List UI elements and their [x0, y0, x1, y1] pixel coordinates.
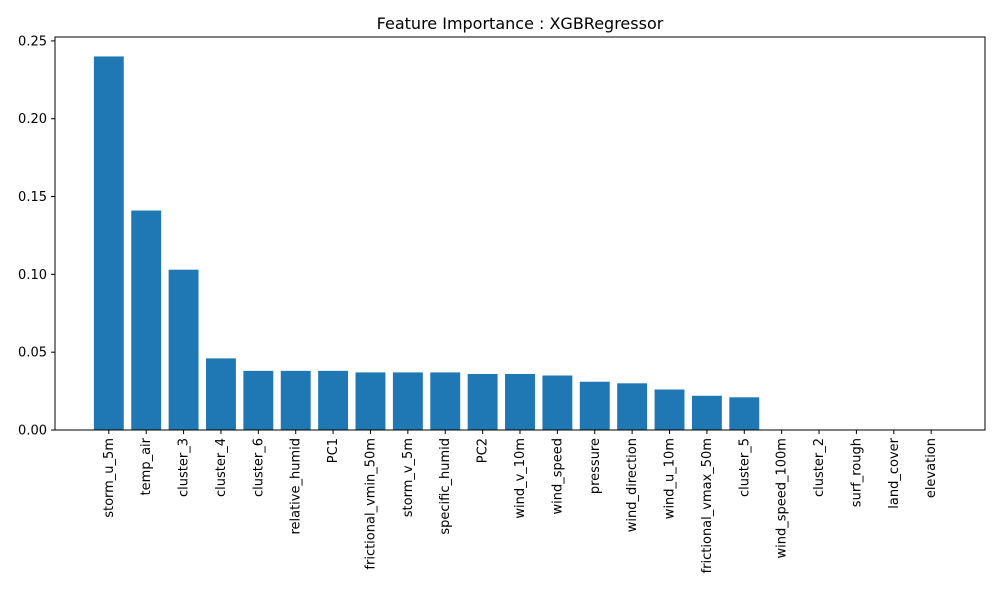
x-tick-label: temp_air	[139, 437, 154, 495]
y-tick-label: 0.15	[18, 190, 47, 205]
bar-cluster_6	[243, 370, 274, 430]
y-tick-labels: 0.00 0.05 0.10 0.15 0.20 0.25	[18, 34, 55, 439]
bar-cluster_5	[729, 397, 760, 430]
bar-frictional_vmax_50m	[691, 395, 722, 430]
x-tick-label: relative_humid	[289, 438, 304, 535]
x-tick-label: cluster_4	[214, 438, 229, 497]
x-tick-label: cluster_6	[251, 438, 266, 497]
x-tick-label: specific_humid	[438, 438, 453, 535]
x-tick-label: wind_speed	[550, 438, 565, 515]
x-tick-label: surf_rough	[849, 438, 864, 507]
x-tick-label: cluster_5	[737, 438, 752, 497]
bar-PC1	[318, 370, 349, 430]
x-tick-label: cluster_2	[812, 438, 827, 497]
x-tick-label: frictional_vmin_50m	[363, 438, 378, 570]
x-tick-label: land_cover	[887, 437, 902, 508]
x-tick-label: PC2	[476, 438, 491, 463]
bar-wind_speed	[542, 375, 573, 430]
x-tick-label: storm_v_5m	[401, 438, 416, 517]
x-tick-label: PC1	[326, 438, 341, 463]
bar-specific_humid	[430, 372, 461, 430]
y-tick-label: 0.25	[18, 34, 47, 49]
x-tick-label: wind_u_10m	[663, 438, 678, 519]
bar-relative_humid	[280, 370, 311, 430]
x-tick-label: wind_speed_100m	[775, 438, 790, 559]
bar-cluster_4	[206, 358, 236, 430]
x-tick-label: pressure	[588, 438, 603, 494]
bar-cluster_3	[168, 269, 199, 430]
bar-wind_u_10m	[654, 389, 685, 430]
bar-PC2	[467, 373, 498, 430]
y-tick-label: 0.05	[18, 346, 47, 361]
x-tick-label: wind_v_10m	[513, 438, 528, 519]
bar-frictional_vmin_50m	[355, 372, 386, 430]
x-tick-label: wind_direction	[625, 438, 640, 532]
bar-storm_u_5m	[93, 56, 124, 431]
x-tick-labels: storm_u_5m temp_air cluster_3 cluster_4 clus…	[102, 430, 939, 573]
chart-title: Feature Importance : XGBRegressor	[377, 14, 664, 33]
bar-temp_air	[131, 210, 162, 430]
x-tick-label: storm_u_5m	[102, 438, 117, 518]
x-tick-label: frictional_vmax_50m	[700, 438, 715, 573]
bar-pressure	[579, 381, 610, 430]
y-tick-label: 0.10	[18, 268, 47, 283]
x-tick-label: cluster_3	[177, 438, 192, 497]
y-tick-label: 0.20	[18, 112, 47, 127]
bar-storm_v_5m	[392, 372, 423, 430]
y-tick-label: 0.00	[18, 424, 47, 439]
bar-wind_direction	[617, 383, 648, 430]
bars-layer	[93, 56, 760, 431]
bar-wind_v_10m	[505, 373, 535, 430]
x-tick-label: elevation	[924, 438, 939, 498]
